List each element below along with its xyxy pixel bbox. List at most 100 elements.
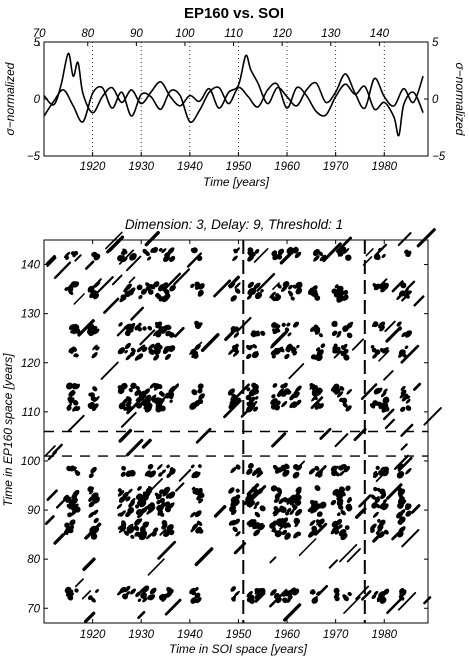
recurrence-point — [338, 498, 344, 504]
recurrence-point — [287, 595, 293, 601]
recurrence-point — [281, 401, 288, 408]
recurrence-point — [234, 247, 240, 254]
recurrence-point — [158, 489, 165, 495]
recurrence-streak — [233, 383, 250, 401]
recurrence-point — [230, 519, 237, 526]
recurrence-point — [197, 383, 204, 390]
recurrence-point — [254, 396, 259, 400]
recurrence-point — [405, 510, 412, 517]
recurrence-point — [343, 465, 351, 473]
recurrence-point — [194, 510, 202, 518]
recurrence-point — [371, 347, 377, 353]
timeseries-line-2 — [43, 82, 424, 137]
recurrence-point — [372, 353, 378, 359]
recurrence-point — [158, 472, 163, 477]
recurrence-point — [379, 594, 386, 601]
recurrence-streak — [141, 438, 152, 449]
recurrence-point — [234, 282, 241, 289]
recurrence-point — [150, 247, 156, 253]
timeseries-ylabel-right: σ−normalized — [453, 63, 467, 136]
recurrence-point — [156, 499, 161, 505]
recurrence-streak — [45, 255, 56, 266]
recurrence-point — [251, 351, 259, 358]
recurrence-point — [231, 595, 237, 601]
recurrence-point — [72, 405, 78, 412]
recurrence-point — [164, 289, 170, 295]
recurrence-streak — [130, 306, 145, 321]
recurrence-streak — [319, 427, 332, 440]
recurrence-point — [232, 526, 238, 533]
recurrence-streak — [386, 596, 404, 615]
recurrence-point — [120, 471, 126, 477]
recurrence-point — [405, 467, 412, 475]
recurrence-point — [341, 343, 348, 350]
recurrence-streak — [213, 505, 227, 518]
recurrence-point — [333, 343, 338, 348]
recurrence-streak — [377, 278, 388, 289]
recurrence-point — [69, 465, 76, 472]
recurrence-point — [92, 509, 99, 516]
recurrence-streak — [288, 363, 305, 380]
recurrence-point — [346, 389, 352, 395]
recurrence-streak — [423, 596, 432, 605]
recurrence-point — [251, 382, 257, 389]
recurrence-point — [136, 284, 143, 291]
recurrence-point — [336, 333, 341, 338]
recurrence-streak — [333, 350, 342, 359]
recurrence-point — [246, 353, 252, 360]
recurrence-point — [138, 344, 146, 352]
recurrence-point — [383, 388, 388, 394]
recurrence-point — [68, 525, 75, 532]
recurrence-point — [284, 353, 290, 360]
recurrence-streak — [139, 329, 156, 346]
recurrence-point — [373, 387, 381, 395]
recurrence-point — [160, 325, 166, 332]
recurrence-streak — [256, 272, 276, 292]
recurrence-point — [71, 324, 80, 333]
recurrence-point — [290, 346, 296, 353]
recurrence-streak — [382, 408, 395, 421]
recurrence-point — [343, 289, 349, 296]
recurrence-point — [230, 295, 237, 302]
recurrence-point — [70, 391, 76, 397]
recurrence-point — [289, 394, 296, 401]
recurrence-point — [246, 590, 253, 598]
recurrence-streak — [200, 333, 220, 353]
recurrence-point — [134, 519, 142, 526]
recurrence-point — [198, 393, 205, 400]
recurrence-point — [370, 344, 375, 349]
recurrence-point — [276, 391, 283, 398]
recurrence-point — [295, 494, 302, 501]
recurrence-point — [315, 347, 321, 352]
timeseries-line-1 — [43, 52, 424, 114]
recurrence-streak — [125, 438, 144, 457]
recurrence-point — [159, 497, 165, 504]
recurrence-point — [138, 294, 143, 300]
recurrence-point — [142, 597, 148, 603]
recurrence-point — [375, 465, 380, 470]
recurrence-streak — [314, 522, 328, 536]
recurrence-point — [377, 527, 383, 533]
recurrence-point — [371, 594, 377, 600]
recurrence-point — [88, 473, 94, 479]
recurrence-point — [90, 466, 97, 474]
recurrence-point — [123, 286, 129, 293]
recurrence-point — [229, 505, 236, 513]
recurrence-point — [309, 383, 315, 388]
recurrence-point — [73, 250, 79, 256]
recurrence-point — [284, 590, 291, 597]
recurrence-point — [404, 330, 413, 338]
recurrence-streak — [46, 489, 58, 502]
recurrence-point — [246, 294, 253, 300]
recurrence-point — [291, 503, 297, 509]
timeseries-xtick-label: 1950 — [226, 161, 252, 173]
recurrence-point — [331, 320, 338, 327]
recurrence-point — [227, 388, 235, 396]
recurrence-point — [318, 251, 324, 257]
recurrence-ticks: 1920 1930 1940 1950 1960 1970 1980 70 80 90 100 110… — [21, 240, 428, 641]
recurrence-streak — [334, 433, 349, 448]
recurrence-point — [373, 590, 379, 596]
recurrence-streak — [401, 529, 420, 548]
recurrence-streak — [73, 293, 85, 305]
recurrence-xlabel: Time in SOI space [years] — [169, 642, 308, 656]
